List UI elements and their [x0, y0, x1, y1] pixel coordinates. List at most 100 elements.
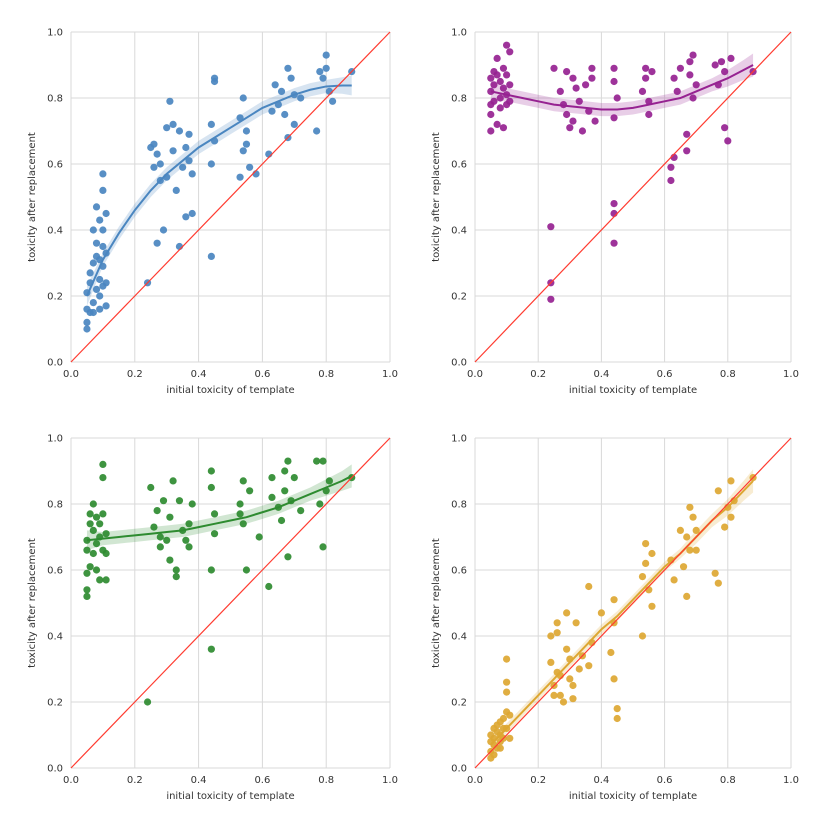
data-point — [610, 200, 618, 208]
data-point — [569, 117, 577, 125]
data-point — [179, 163, 187, 171]
data-point — [188, 170, 196, 178]
data-point — [556, 87, 564, 95]
data-point — [325, 477, 333, 485]
data-point — [490, 751, 498, 759]
data-point — [313, 127, 321, 135]
data-point — [638, 87, 647, 95]
data-point — [487, 74, 495, 82]
data-point — [277, 87, 286, 95]
data-point — [156, 160, 164, 168]
data-point — [559, 698, 568, 706]
data-point — [597, 609, 606, 617]
data-point — [503, 655, 511, 663]
data-point — [242, 566, 251, 574]
data-point — [588, 74, 596, 82]
x-tick-label: 0.0 — [467, 369, 483, 380]
x-tick-label: 1.0 — [382, 369, 398, 380]
data-point — [683, 147, 691, 155]
data-point — [575, 665, 583, 673]
x-tick-label: 0.4 — [191, 775, 207, 786]
data-point — [648, 68, 656, 76]
x-axis-label: initial toxicity of template — [166, 791, 294, 802]
data-point — [99, 460, 107, 468]
data-point — [689, 94, 697, 102]
data-point — [588, 64, 596, 72]
data-point — [89, 549, 97, 558]
data-point — [499, 84, 508, 92]
data-point — [642, 74, 650, 82]
data-point — [163, 536, 171, 544]
data-point — [506, 81, 514, 89]
data-point — [727, 54, 735, 63]
data-point — [610, 77, 618, 86]
data-point — [169, 147, 177, 155]
data-point — [676, 526, 685, 535]
x-tick-label: 0.4 — [593, 369, 609, 380]
data-point — [143, 698, 152, 706]
data-point — [717, 58, 726, 66]
data-point — [255, 533, 263, 541]
data-point — [683, 592, 691, 601]
data-point — [268, 107, 276, 115]
data-point — [547, 295, 555, 303]
data-point — [150, 523, 158, 531]
x-axis-label: initial toxicity of template — [166, 385, 294, 396]
y-tick-label: 1.0 — [451, 28, 467, 39]
data-point — [496, 77, 504, 86]
data-point — [547, 658, 555, 667]
x-tick-label: 1.0 — [382, 775, 398, 786]
data-point — [553, 619, 561, 627]
x-tick-label: 0.6 — [657, 775, 673, 786]
data-point — [490, 81, 498, 89]
y-tick-label: 0.6 — [451, 566, 467, 577]
gridlines — [474, 31, 792, 363]
x-tick-label: 0.8 — [720, 369, 736, 380]
data-point — [159, 226, 168, 234]
x-tick-label: 0.8 — [720, 775, 736, 786]
regression-line — [86, 84, 352, 297]
y-tick-label: 0.6 — [451, 160, 467, 171]
data-point — [89, 526, 97, 535]
data-point — [496, 104, 504, 112]
data-point — [290, 120, 298, 128]
data-points — [487, 41, 757, 303]
data-point — [210, 74, 219, 82]
data-point — [89, 259, 97, 267]
data-point — [290, 474, 298, 482]
data-point — [610, 675, 618, 683]
data-point — [503, 688, 511, 696]
data-point — [683, 533, 691, 541]
data-point — [727, 513, 735, 521]
identity-line — [474, 437, 792, 769]
data-point — [287, 74, 295, 82]
data-point — [679, 563, 688, 571]
data-point — [182, 536, 190, 544]
data-point — [210, 530, 219, 538]
data-point — [316, 68, 324, 76]
data-point — [172, 566, 180, 574]
data-point — [147, 483, 155, 492]
data-point — [563, 110, 571, 119]
y-tick-label: 0.0 — [451, 358, 467, 369]
y-tick-label: 0.4 — [451, 226, 467, 237]
y-tick-label: 0.4 — [47, 632, 63, 643]
data-point — [268, 493, 276, 501]
data-point — [86, 510, 94, 518]
data-point — [547, 632, 555, 640]
regression-line — [86, 475, 353, 542]
data-point — [670, 74, 678, 82]
data-point — [188, 209, 196, 218]
data-point — [150, 163, 158, 171]
data-point — [207, 120, 215, 128]
data-point — [185, 520, 193, 528]
x-tick-label: 0.0 — [63, 369, 79, 380]
data-point — [692, 81, 700, 89]
data-point — [268, 474, 276, 482]
data-point — [487, 127, 495, 135]
data-point — [613, 705, 621, 713]
data-point — [156, 533, 164, 541]
data-point — [92, 513, 101, 521]
data-point — [83, 592, 91, 601]
data-point — [496, 744, 504, 752]
